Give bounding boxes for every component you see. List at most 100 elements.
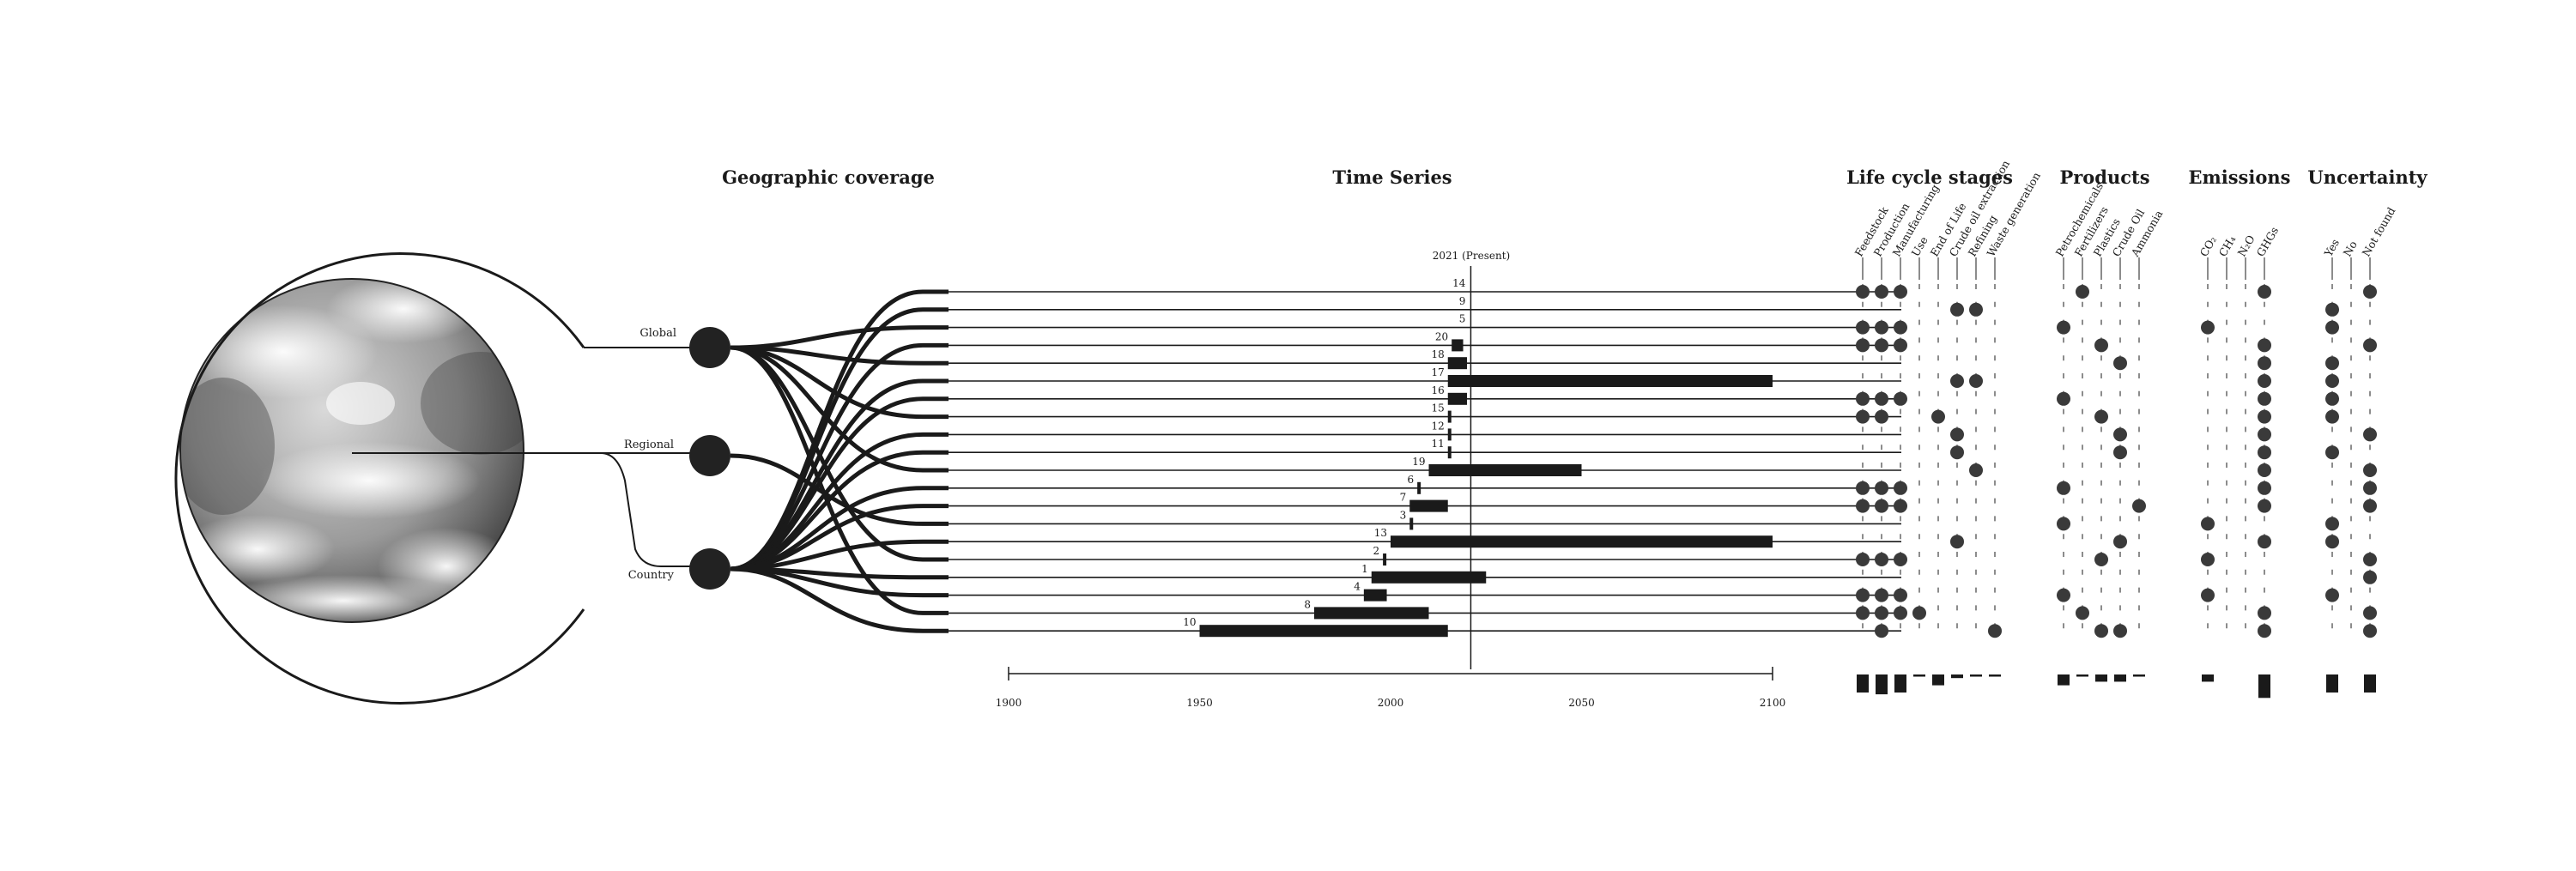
matrix-dot bbox=[2258, 374, 2271, 388]
study-timespan-bar bbox=[1447, 428, 1452, 441]
matrix-dot bbox=[2201, 588, 2215, 602]
matrix-dot bbox=[2363, 624, 2377, 638]
column-totals bbox=[1857, 674, 2376, 699]
matrix-column-header: GHGs bbox=[2254, 225, 2282, 259]
matrix-dot bbox=[2363, 570, 2377, 584]
matrix-dot bbox=[1894, 391, 1907, 406]
matrix-dot bbox=[2363, 499, 2377, 513]
matrix-dot bbox=[2113, 427, 2127, 442]
connector-country bbox=[600, 452, 691, 567]
study-timespan-bar bbox=[1452, 339, 1464, 352]
study-timespan-bar bbox=[1409, 517, 1414, 530]
matrix-dot bbox=[2363, 338, 2377, 353]
matrix-dot bbox=[1950, 427, 1964, 442]
matrix-dot bbox=[1875, 391, 1888, 406]
matrix-dot bbox=[1875, 338, 1888, 353]
study-id-label: 6 bbox=[1408, 474, 1415, 486]
study-id-label: 2 bbox=[1373, 545, 1379, 557]
matrix-dot bbox=[1988, 624, 2002, 638]
matrix-dot bbox=[2325, 302, 2339, 317]
matrix-dot bbox=[1875, 481, 1888, 495]
matrix-dot bbox=[2057, 391, 2070, 406]
study-timespan-bar bbox=[1314, 607, 1429, 620]
matrix-dot bbox=[2363, 427, 2377, 442]
matrix-dot bbox=[1894, 553, 1907, 566]
matrix-dot bbox=[1875, 409, 1888, 424]
column-total-bar bbox=[1894, 674, 1906, 693]
study-id-label: 1 bbox=[1361, 563, 1368, 575]
matrix-dot bbox=[1894, 588, 1907, 602]
matrix-dot bbox=[2076, 606, 2089, 620]
matrix-dot bbox=[2325, 535, 2339, 549]
globe-outer-arc bbox=[174, 252, 585, 705]
geo-flow bbox=[730, 345, 949, 420]
study-timespan-bar bbox=[1428, 464, 1582, 476]
column-total-bar bbox=[1932, 674, 1944, 686]
column-total-bar bbox=[2058, 674, 2070, 686]
study-timespan-bar bbox=[1447, 375, 1773, 387]
study-id-label: 12 bbox=[1431, 420, 1444, 432]
matrix-dot bbox=[2363, 463, 2377, 477]
study-id-label: 5 bbox=[1459, 313, 1466, 325]
matrix-dot bbox=[2258, 338, 2271, 353]
column-total-bar bbox=[1913, 674, 1925, 677]
matrix-dot bbox=[1912, 606, 1926, 620]
matrix-dot bbox=[1875, 285, 1888, 299]
study-timespan-bar bbox=[1363, 589, 1387, 602]
matrix-dot bbox=[2325, 445, 2339, 460]
matrix-dot bbox=[1856, 338, 1870, 353]
column-total-bar bbox=[2364, 674, 2376, 693]
study-timespan-bar bbox=[1447, 357, 1467, 370]
study-timespan-bar bbox=[1409, 499, 1448, 512]
geo-flow bbox=[730, 566, 949, 633]
matrix-dot bbox=[2094, 553, 2108, 566]
earth-globe-image bbox=[179, 278, 524, 623]
matrix-dot bbox=[1856, 588, 1870, 602]
geo-node-country: Country bbox=[628, 548, 730, 590]
section-title-emissions: Emissions bbox=[2189, 166, 2291, 188]
matrix-dot bbox=[2057, 588, 2070, 602]
column-total-bar bbox=[1951, 674, 1963, 679]
present-marker: 2021 (Present) bbox=[1433, 250, 1510, 669]
column-total-bar bbox=[1876, 674, 1888, 695]
matrix-dot bbox=[1856, 499, 1870, 513]
matrix-dot bbox=[2057, 481, 2070, 495]
matrix-dot bbox=[2363, 606, 2377, 620]
study-timespan-bar bbox=[1447, 410, 1452, 423]
matrix-dot bbox=[1875, 606, 1888, 620]
study-id-label: 11 bbox=[1431, 438, 1444, 450]
matrix-dot bbox=[1931, 409, 1945, 424]
study-id-label: 7 bbox=[1400, 492, 1407, 504]
matrix-dot bbox=[2325, 409, 2339, 424]
matrix-dot bbox=[1894, 285, 1907, 299]
axis-tick-label: 1900 bbox=[996, 697, 1022, 709]
geo-flow bbox=[730, 345, 949, 473]
matrix-dot bbox=[1950, 535, 1964, 549]
study-timespan-bar bbox=[1199, 625, 1448, 638]
section-title-geographic: Geographic coverage bbox=[722, 166, 935, 188]
matrix-dot bbox=[2325, 320, 2339, 335]
matrix-dot bbox=[1856, 285, 1870, 299]
geo-flow bbox=[730, 345, 949, 366]
column-total-bar bbox=[2133, 674, 2145, 677]
matrix-dot bbox=[2258, 409, 2271, 424]
matrix-dot bbox=[1894, 606, 1907, 620]
matrix-dot bbox=[2094, 338, 2108, 353]
matrix-dot bbox=[1856, 606, 1870, 620]
section-title-time-series: Time Series bbox=[1332, 166, 1452, 188]
geo-label-country: Country bbox=[628, 569, 675, 582]
section-title-uncertainty: Uncertainty bbox=[2307, 166, 2428, 188]
matrix-dot bbox=[2258, 427, 2271, 442]
matrix-dot bbox=[2113, 535, 2127, 549]
study-timespan-bar bbox=[1391, 535, 1773, 548]
matrix-column-header: N₂O bbox=[2235, 233, 2258, 258]
matrix-dot bbox=[2258, 624, 2271, 638]
matrix-dot bbox=[1875, 320, 1888, 335]
column-total-bar bbox=[2258, 674, 2270, 699]
matrix-dot bbox=[2113, 624, 2127, 638]
axis-tick-label: 1950 bbox=[1186, 697, 1213, 709]
geo-label-regional: Regional bbox=[624, 439, 674, 451]
matrix-column-header: CH₄ bbox=[2216, 233, 2239, 259]
matrix-dot bbox=[2258, 606, 2271, 620]
